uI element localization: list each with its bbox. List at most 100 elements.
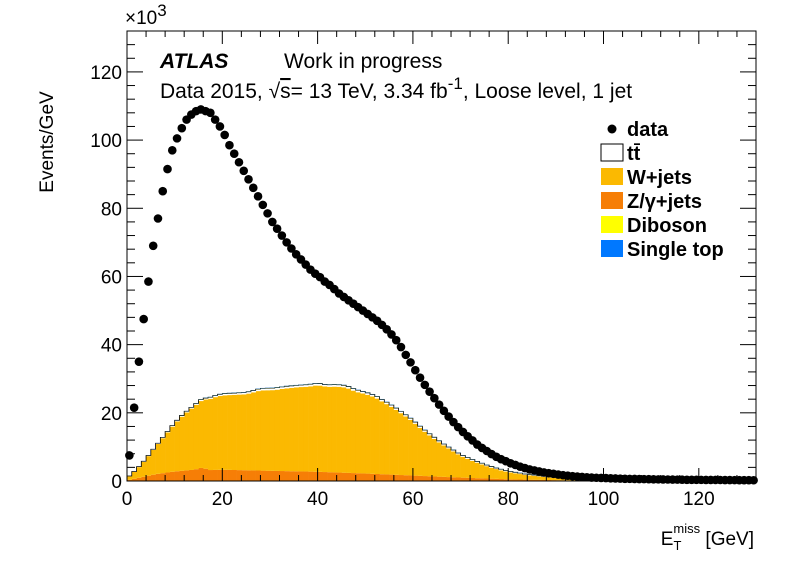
bar bbox=[489, 478, 495, 481]
bar bbox=[551, 477, 557, 481]
bar bbox=[422, 476, 428, 481]
bar bbox=[241, 470, 247, 481]
data-point bbox=[272, 224, 282, 234]
bar bbox=[365, 392, 371, 395]
bar bbox=[532, 475, 538, 476]
axes-frame bbox=[126, 30, 757, 482]
y-tick-label: 60 bbox=[101, 267, 122, 288]
bar bbox=[412, 423, 418, 476]
legend-label: W+jets bbox=[627, 167, 692, 189]
series-w-jets bbox=[127, 385, 757, 481]
bar bbox=[479, 463, 485, 465]
bar bbox=[331, 386, 337, 473]
data-point bbox=[172, 134, 182, 143]
bar bbox=[498, 479, 504, 481]
bar bbox=[303, 386, 309, 472]
data-point bbox=[139, 314, 148, 324]
bar bbox=[227, 393, 233, 396]
bar bbox=[198, 401, 204, 468]
legend-swatch bbox=[601, 168, 623, 185]
bar bbox=[527, 474, 533, 476]
bar bbox=[389, 406, 395, 475]
bar bbox=[165, 472, 171, 481]
bar bbox=[160, 473, 166, 481]
bar bbox=[379, 399, 385, 402]
bar bbox=[246, 393, 252, 471]
legend-item: Z/γ+jets bbox=[601, 191, 702, 213]
data-point bbox=[177, 123, 187, 133]
bar bbox=[160, 437, 166, 439]
bar bbox=[236, 392, 242, 395]
bar bbox=[222, 469, 228, 481]
plot-frame bbox=[126, 30, 757, 482]
bar bbox=[536, 479, 542, 481]
bar bbox=[289, 471, 295, 481]
bar bbox=[250, 392, 256, 471]
bar bbox=[455, 452, 461, 455]
bar bbox=[150, 474, 156, 481]
bar bbox=[231, 393, 237, 395]
bar bbox=[236, 470, 242, 481]
bar bbox=[355, 473, 361, 481]
bar bbox=[403, 414, 409, 417]
legend-item: tt̄ bbox=[600, 143, 641, 165]
bar bbox=[393, 474, 399, 481]
bar bbox=[241, 394, 247, 471]
bar bbox=[260, 390, 266, 471]
bar bbox=[455, 477, 461, 481]
bar bbox=[308, 386, 314, 472]
data-point bbox=[401, 350, 411, 360]
bar bbox=[408, 418, 414, 420]
legend-label: Z/γ+jets bbox=[627, 191, 702, 213]
bar bbox=[279, 386, 285, 389]
bar bbox=[389, 474, 395, 481]
bar bbox=[422, 431, 428, 477]
bar bbox=[379, 474, 385, 481]
bar bbox=[241, 392, 247, 395]
data-point bbox=[425, 387, 434, 396]
bar bbox=[431, 476, 438, 481]
bar bbox=[322, 472, 328, 481]
bar bbox=[174, 420, 180, 422]
data-point bbox=[234, 157, 244, 167]
data-point bbox=[220, 130, 229, 140]
bar bbox=[460, 455, 466, 457]
bar bbox=[274, 470, 280, 481]
bar bbox=[431, 437, 438, 439]
bar bbox=[317, 471, 323, 481]
data-point bbox=[415, 373, 425, 383]
bar bbox=[422, 430, 428, 432]
bar bbox=[522, 479, 528, 481]
bar bbox=[398, 413, 404, 476]
bar bbox=[451, 477, 457, 481]
bar bbox=[203, 468, 209, 481]
bar bbox=[289, 385, 295, 388]
bar bbox=[136, 467, 142, 478]
x-axis-title-sup: miss bbox=[673, 521, 700, 536]
bar bbox=[408, 419, 414, 476]
bar bbox=[146, 475, 152, 481]
bar bbox=[341, 385, 347, 388]
bar bbox=[384, 404, 390, 475]
bar bbox=[555, 478, 561, 481]
bar bbox=[208, 470, 214, 481]
bar bbox=[408, 475, 414, 481]
bar bbox=[155, 473, 161, 481]
bar bbox=[493, 469, 499, 479]
y-tick-label: 100 bbox=[90, 131, 122, 152]
bar bbox=[227, 469, 233, 481]
bar bbox=[317, 383, 323, 386]
bar bbox=[303, 471, 309, 481]
bar bbox=[327, 386, 333, 473]
bar bbox=[379, 401, 385, 475]
bar bbox=[412, 422, 418, 424]
bar bbox=[346, 388, 352, 473]
data-point bbox=[125, 451, 134, 460]
legend-label: Diboson bbox=[627, 215, 707, 237]
bar bbox=[470, 459, 476, 461]
y-tick-label: 80 bbox=[101, 199, 122, 220]
bar bbox=[312, 385, 318, 472]
bar bbox=[536, 475, 542, 477]
data-point bbox=[239, 166, 249, 176]
data-point bbox=[434, 400, 444, 409]
